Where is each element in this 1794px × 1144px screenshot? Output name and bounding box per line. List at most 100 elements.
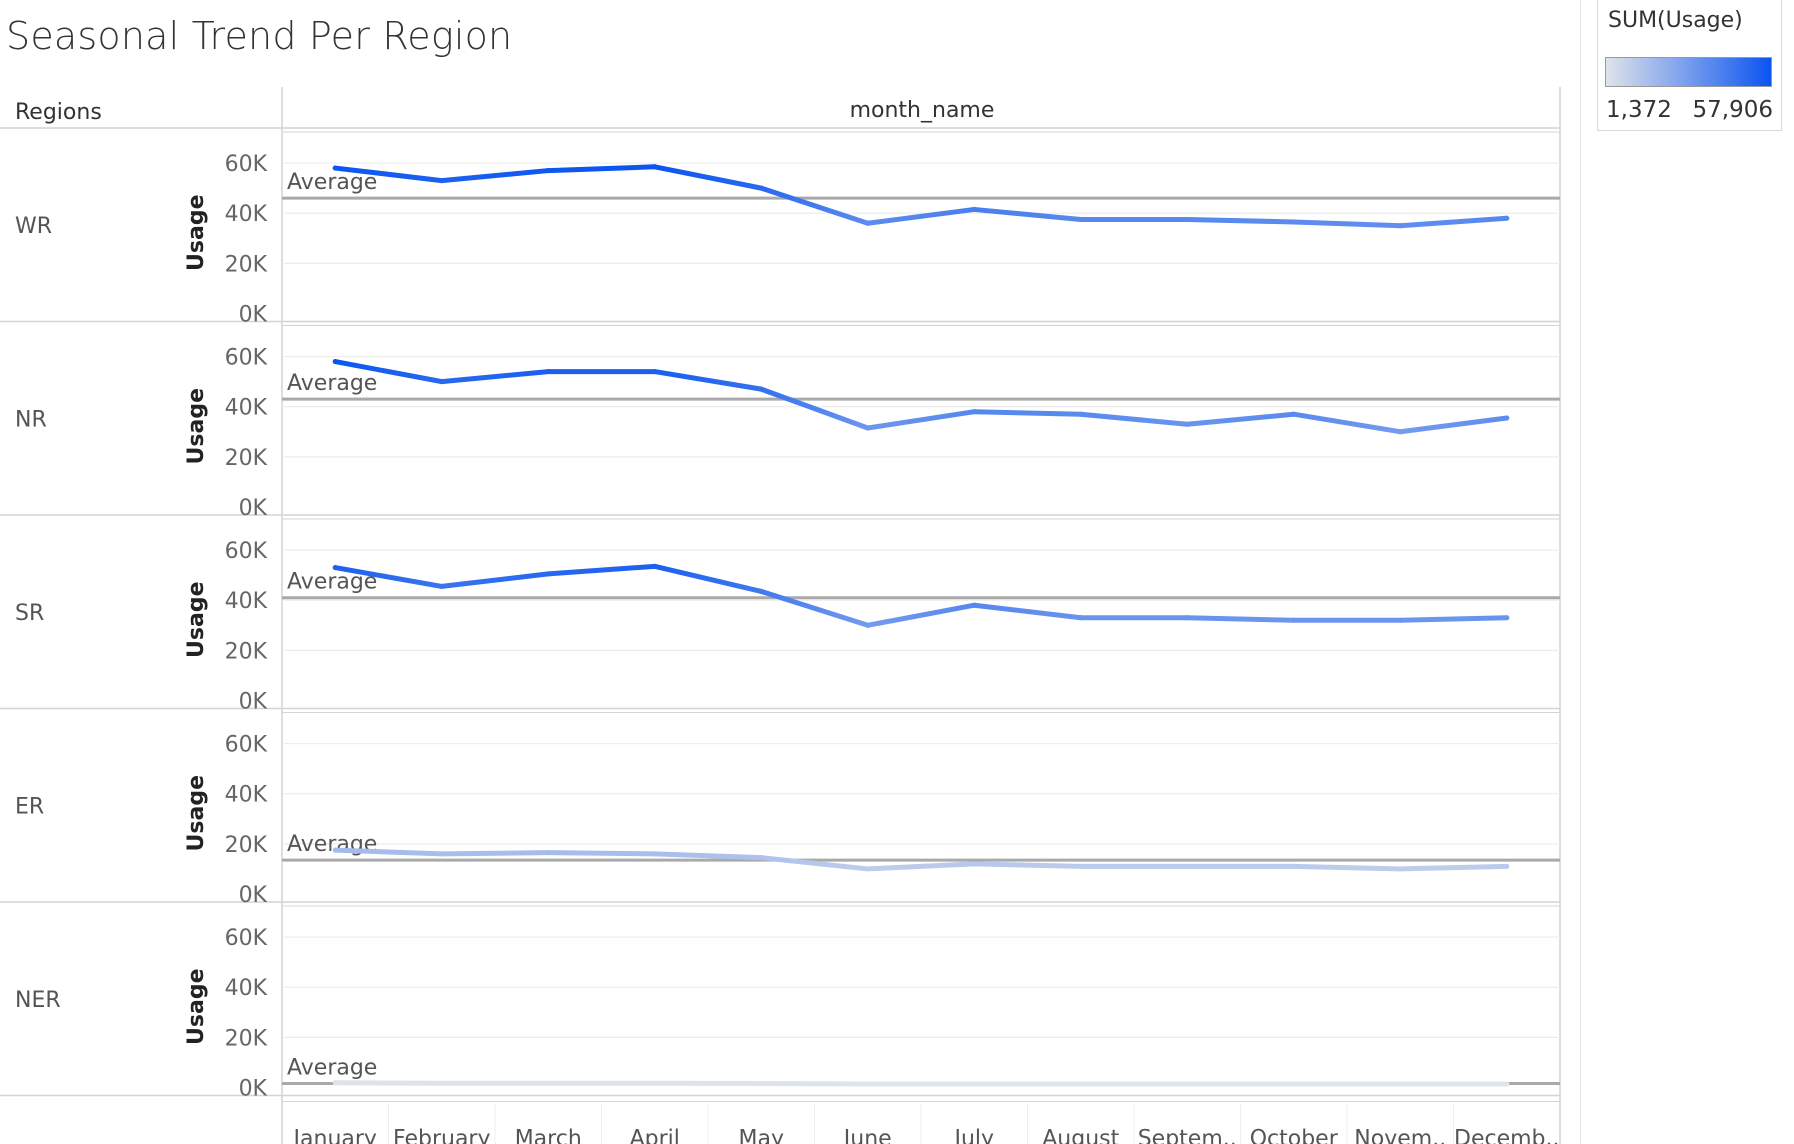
y-tick-label: 60K — [225, 733, 268, 758]
line-segment — [865, 206, 977, 226]
y-tick-label: 40K — [225, 783, 268, 808]
legend-max-label: 57,906 — [1692, 97, 1773, 123]
data-point — [1504, 215, 1510, 221]
data-point — [971, 1081, 977, 1087]
x-axis: January February March April May June July Augu… — [282, 1101, 1560, 1144]
line-segment — [439, 168, 551, 184]
line-segment — [332, 359, 445, 385]
line-segment — [758, 588, 871, 628]
region-panel-ner: 0K 20K 40K 60K NER Usage Average — [0, 905, 1560, 1102]
region-panel-wr: 0K 20K 40K 60K WR Usage Average — [0, 131, 1560, 328]
y-tick-label: 60K — [225, 539, 268, 564]
line-segment — [758, 1080, 871, 1087]
x-tick-label: January — [292, 1127, 377, 1144]
line-segment — [332, 1080, 445, 1086]
x-tick-label: Novem.. — [1354, 1127, 1446, 1144]
data-point — [652, 563, 658, 569]
data-point — [971, 602, 977, 608]
line-segment — [758, 386, 871, 431]
data-point — [758, 1080, 764, 1086]
data-point — [332, 359, 338, 365]
data-point — [1078, 615, 1084, 621]
y-tick-label: 60K — [225, 346, 268, 371]
x-tick-label: Decemb.. — [1454, 1127, 1560, 1144]
y-tick-label: 20K — [225, 1026, 268, 1051]
line-segment — [971, 602, 1084, 621]
region-label: WR — [15, 214, 52, 239]
data-point — [1184, 216, 1190, 222]
data-point — [332, 847, 338, 853]
y-tick-label: 0K — [239, 496, 268, 521]
data-point — [1291, 863, 1297, 869]
line-segment — [1184, 216, 1297, 225]
y-tick-label: 40K — [225, 396, 268, 421]
data-point — [758, 588, 764, 594]
data-point — [1078, 411, 1084, 417]
region-label: NR — [15, 407, 47, 432]
average-label: Average — [287, 371, 377, 396]
data-point — [1184, 615, 1190, 621]
data-point — [1291, 411, 1297, 417]
y-tick-label: 20K — [225, 833, 268, 858]
y-tick-label: 40K — [225, 976, 268, 1001]
line-segment — [439, 571, 551, 589]
x-tick-label: May — [739, 1127, 784, 1144]
row-header: Regions — [15, 100, 102, 125]
data-point — [1504, 1081, 1510, 1087]
panel-divider — [1580, 0, 1581, 1144]
data-point — [545, 571, 551, 577]
line-segment — [1291, 411, 1403, 435]
data-point — [545, 369, 551, 375]
y-axis-title: Usage — [184, 195, 209, 271]
line-segment — [652, 851, 764, 861]
data-point — [332, 565, 338, 571]
line-segment — [1184, 615, 1297, 623]
chart-headers: Regions month_name — [15, 98, 994, 125]
line-segment — [865, 861, 977, 872]
data-point — [1291, 219, 1297, 225]
data-point — [545, 1080, 551, 1086]
data-point — [1184, 863, 1190, 869]
average-label: Average — [287, 1055, 377, 1080]
data-point — [1397, 617, 1403, 623]
data-point — [1078, 216, 1084, 222]
data-point — [332, 165, 338, 171]
data-point — [439, 851, 445, 857]
series-line-ner — [332, 1080, 1510, 1087]
data-point — [758, 855, 764, 861]
line-segment — [1397, 615, 1510, 623]
line-segment — [652, 369, 764, 392]
data-point — [1078, 863, 1084, 869]
data-point — [971, 409, 977, 415]
y-tick-label: 0K — [239, 303, 268, 328]
line-segment — [1397, 863, 1510, 872]
region-panels: 0K 20K 40K 60K WR Usage Average 0K 20K 40K 60K NR Us… — [0, 131, 1560, 1102]
legend-min-label: 1,372 — [1606, 97, 1672, 123]
data-point — [865, 866, 871, 872]
data-point — [758, 185, 764, 191]
x-tick-label: February — [393, 1127, 491, 1144]
x-tick-label: Septem.. — [1138, 1127, 1237, 1144]
region-label: SR — [15, 601, 44, 626]
data-point — [332, 1080, 338, 1086]
line-segment — [971, 861, 1084, 869]
data-point — [652, 851, 658, 857]
data-point — [1504, 615, 1510, 621]
data-point — [758, 386, 764, 392]
line-segment — [865, 602, 977, 628]
data-point — [1078, 1081, 1084, 1087]
line-segment — [439, 850, 551, 857]
data-point — [1397, 866, 1403, 872]
data-point — [1504, 863, 1510, 869]
y-axis-title: Usage — [184, 388, 209, 464]
legend-title: SUM(Usage) — [1608, 8, 1743, 33]
data-point — [971, 206, 977, 212]
chart-title: Seasonal Trend Per Region — [6, 14, 513, 58]
line-segment — [865, 409, 977, 431]
series-line-wr — [332, 164, 1510, 229]
y-tick-label: 20K — [225, 252, 268, 277]
average-label: Average — [287, 170, 377, 195]
line-segment — [652, 563, 764, 594]
y-tick-label: 0K — [239, 1077, 268, 1102]
